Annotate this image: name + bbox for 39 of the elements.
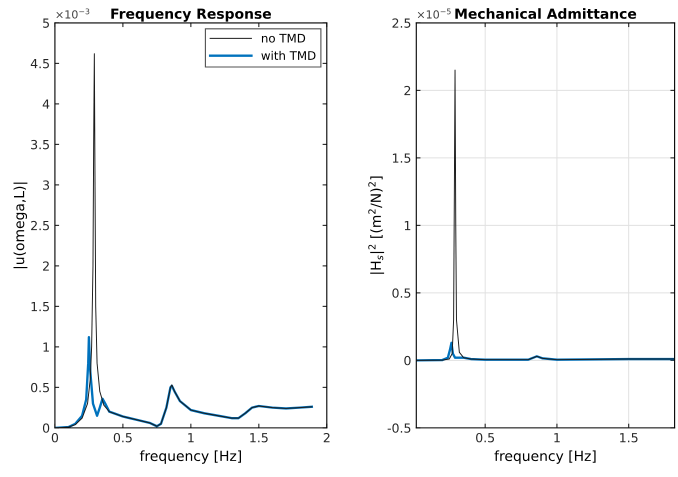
- y-tick-label: 2: [43, 261, 49, 271]
- x-tick-label: 1: [188, 433, 194, 442]
- x-tick-label: 1: [554, 433, 560, 442]
- x-tick-label: 0.5: [476, 432, 494, 442]
- text: ×10$^{−3}$: [56, 8, 90, 19]
- y-tick-label: 0: [404, 356, 411, 366]
- y-tick-label: 0: [42, 423, 50, 433]
- x-tick-label: 1.5: [250, 433, 268, 442]
- line-series: [416, 70, 675, 361]
- x-tick-label: 2: [324, 432, 330, 442]
- y-tick-label: 1: [404, 221, 410, 230]
- chart-title: Frequency Response: [111, 8, 271, 22]
- line-series: [54, 336, 314, 428]
- y-tick-label: 3: [43, 180, 50, 190]
- y-tick-label: 4: [42, 100, 50, 109]
- chart-title: Mechanical Admittance: [455, 8, 636, 19]
- text: |H$_{s}$|$^{2}$ [(m$^{2}$/N)$^{2}$]: [368, 176, 384, 274]
- legend-label: with TMD: [261, 50, 316, 60]
- y-axis-title: |u(omega,L)|: [14, 182, 28, 268]
- text: ×10$^{−5}$: [418, 8, 451, 19]
- y-tick-label: 0.5: [31, 382, 49, 392]
- y-tick-label: 2.5: [31, 220, 49, 230]
- y-tick-label: 5: [43, 18, 49, 28]
- line-series: [416, 342, 675, 362]
- y-tick-label: 1: [43, 342, 49, 352]
- y-tick-label: 2.5: [392, 18, 410, 28]
- x-axis-title: frequency [Hz]: [140, 450, 241, 464]
- y-tick-label: 1.5: [32, 302, 49, 312]
- legend-label: no TMD: [262, 34, 306, 43]
- x-tick-label: 0: [52, 432, 58, 442]
- y-tick-label: 0.5: [392, 288, 410, 298]
- y-tick-label: 1.5: [392, 154, 410, 163]
- x-tick-label: 0.5: [114, 432, 132, 442]
- y-tick-label: -0.5: [388, 423, 410, 433]
- y-tick-label: 4.5: [30, 59, 49, 68]
- y-tick-label: 3.5: [31, 140, 49, 150]
- y-tick-label: 2: [404, 86, 410, 96]
- x-tick-label: 1.5: [620, 433, 638, 442]
- x-axis-title: frequency [Hz]: [494, 450, 596, 464]
